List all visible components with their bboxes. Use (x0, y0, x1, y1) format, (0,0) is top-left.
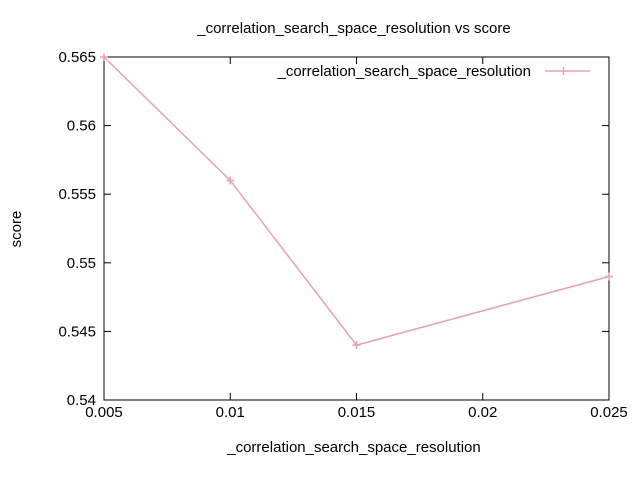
y-tick-label: 0.545 (58, 323, 96, 340)
x-axis: 0.005 0.01 0.015 0.02 0.025 (85, 57, 628, 421)
data-point (605, 272, 613, 281)
y-tick-label: 0.55 (67, 255, 96, 272)
x-axis-label: _correlation_search_space_resolution (226, 439, 481, 456)
legend: _correlation_search_space_resolution (277, 63, 590, 80)
series-line-0 (103, 56, 610, 346)
legend-label-0: _correlation_search_space_resolution (277, 63, 532, 80)
y-axis: 0.54 0.545 0.55 0.555 0.56 0.565 (58, 49, 609, 409)
series-layer (100, 53, 613, 350)
y-tick-label: 0.555 (58, 186, 96, 203)
y-axis-label: score (8, 211, 25, 248)
x-tick-label: 0.015 (338, 404, 376, 421)
x-tick-label: 0.005 (85, 404, 123, 421)
data-point (352, 341, 361, 350)
data-point (100, 53, 108, 61)
x-tick-label: 0.02 (468, 404, 497, 421)
y-tick-label: 0.565 (58, 49, 96, 66)
x-tick-label: 0.025 (590, 404, 628, 421)
y-tick-label: 0.56 (67, 118, 96, 135)
legend-sample-0 (545, 67, 590, 75)
chart-title: _correlation_search_space_resolution vs … (196, 20, 511, 37)
y-tick-label: 0.54 (67, 392, 96, 409)
data-point (226, 176, 235, 185)
x-tick-label: 0.01 (216, 404, 245, 421)
